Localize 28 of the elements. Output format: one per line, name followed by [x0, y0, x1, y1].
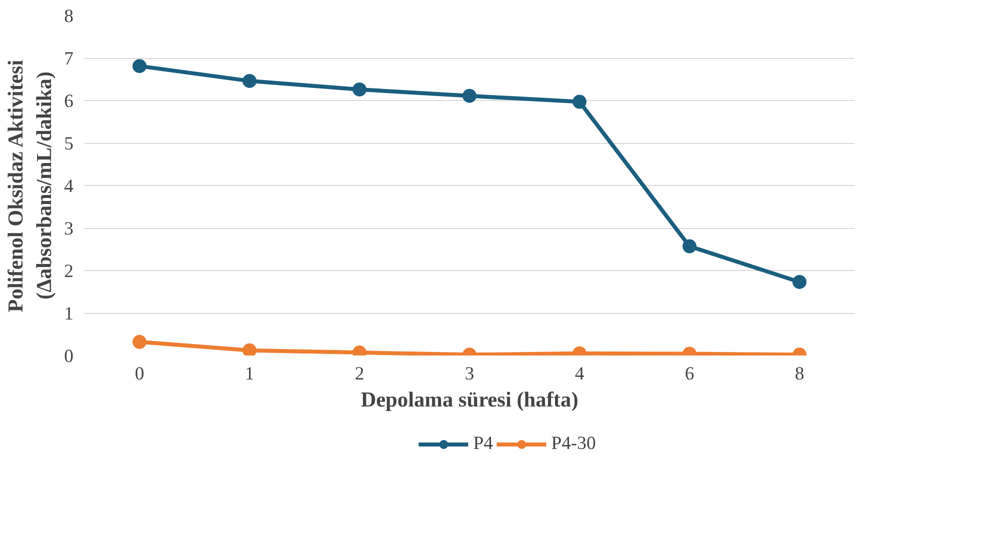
point: [352, 82, 366, 96]
x-tick-label: 8: [794, 364, 804, 384]
y-axis-title: Polifenol Oksidaz Aktivitesi (Δabsorbans/mL/dakika): [3, 60, 56, 312]
point: [132, 59, 146, 74]
point: [242, 343, 256, 356]
x-tick-label: 4: [574, 364, 585, 384]
y-tick-label: 2: [64, 261, 74, 282]
y-tick-label: 0: [64, 346, 74, 367]
point: [792, 274, 806, 289]
x-tick-label: 3: [464, 364, 474, 384]
y-tick-label: 7: [64, 48, 74, 70]
y-tick-label: 4: [64, 176, 74, 197]
x-tick-label: 2: [354, 364, 364, 384]
x-tick-label: 6: [684, 364, 694, 384]
y-tick-label: 8: [64, 6, 74, 27]
point: [462, 88, 476, 103]
point: [572, 94, 586, 109]
x-tick-label: 0: [134, 364, 144, 384]
y-tick-label: 5: [64, 134, 74, 154]
point: [682, 239, 696, 254]
x-tick-label: 1: [244, 364, 254, 384]
x-axis-title: Depolama süresi (hafta): [360, 388, 578, 412]
legend-label: P4-30: [551, 433, 596, 455]
legend-label: P4: [473, 433, 494, 455]
y-tick-label: 1: [64, 304, 74, 324]
point: [242, 74, 256, 88]
y-tick-label: 3: [64, 218, 74, 240]
y-tick-label: 6: [64, 91, 74, 112]
